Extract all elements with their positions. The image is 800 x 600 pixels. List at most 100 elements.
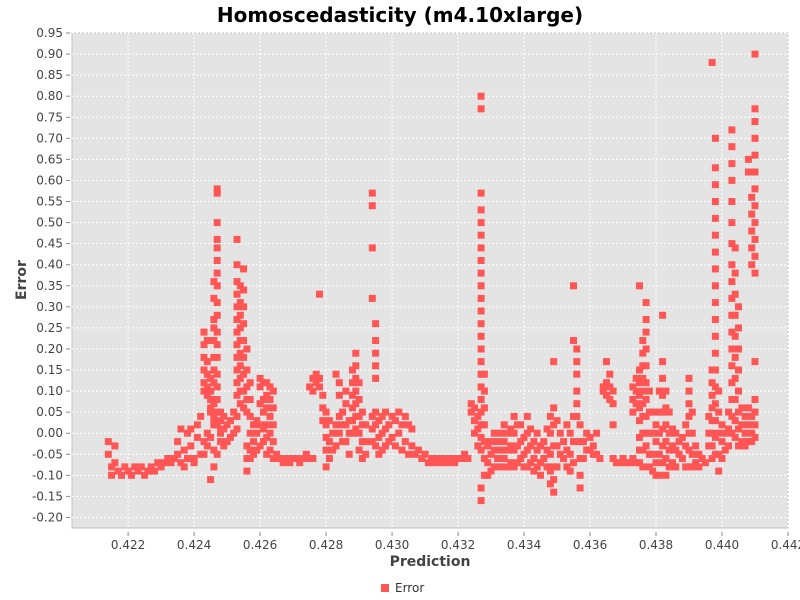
data-point	[137, 463, 145, 471]
data-point	[480, 455, 488, 462]
y-tick-label: 0.45	[36, 237, 63, 251]
data-point	[546, 450, 554, 458]
y-tick-label: 0.40	[36, 258, 63, 272]
chart-title: Homoscedasticity (m4.10xlarge)	[217, 3, 583, 27]
data-point	[639, 400, 647, 408]
data-point	[306, 383, 314, 391]
data-point	[642, 379, 650, 387]
data-point	[711, 134, 719, 142]
data-point	[731, 311, 739, 319]
data-point	[711, 349, 719, 357]
data-point	[711, 383, 719, 391]
data-point	[180, 446, 188, 454]
data-point	[711, 181, 719, 189]
data-point	[728, 362, 736, 370]
data-point	[586, 433, 594, 441]
data-point	[659, 425, 667, 433]
data-point	[523, 429, 531, 437]
data-point	[678, 455, 686, 462]
data-point	[319, 404, 327, 412]
data-point	[375, 433, 383, 441]
data-point	[553, 442, 561, 450]
data-point	[731, 290, 739, 298]
data-point	[372, 374, 380, 382]
data-point	[751, 202, 759, 210]
data-point	[256, 400, 264, 408]
data-point	[240, 404, 248, 412]
data-point	[675, 438, 683, 446]
scatter-points	[104, 50, 759, 505]
data-point	[616, 459, 624, 467]
data-point	[725, 425, 733, 433]
data-point	[477, 332, 485, 340]
data-point	[507, 442, 515, 450]
data-point	[672, 429, 680, 437]
data-point	[388, 412, 396, 420]
data-point	[494, 455, 502, 462]
data-point	[523, 412, 531, 420]
data-point	[368, 412, 376, 420]
data-point	[319, 391, 327, 399]
data-point	[477, 219, 485, 227]
data-point	[480, 370, 488, 378]
data-point	[655, 450, 663, 458]
data-point	[210, 417, 218, 425]
data-point	[504, 463, 511, 471]
data-point	[322, 421, 330, 429]
data-point	[655, 387, 663, 395]
data-point	[213, 244, 221, 252]
data-point	[233, 425, 241, 433]
data-point	[497, 446, 505, 454]
data-point	[431, 459, 439, 467]
y-axis: -0.20 -0.15 -0.10 -0.05 0.00 0.05 0.10 0.15 0.20…	[32, 26, 70, 524]
data-point	[728, 412, 736, 420]
data-point	[134, 467, 142, 475]
data-point	[751, 219, 759, 227]
data-point	[368, 189, 376, 197]
data-point	[639, 387, 647, 395]
data-point	[382, 425, 389, 433]
data-point	[213, 269, 221, 277]
data-point	[368, 294, 376, 302]
data-point	[233, 235, 241, 243]
data-point	[405, 450, 413, 458]
data-point	[368, 438, 376, 446]
data-point	[190, 455, 198, 462]
data-point	[527, 425, 535, 433]
data-point	[236, 324, 244, 332]
data-point	[352, 387, 360, 395]
data-point	[342, 438, 350, 446]
data-point	[207, 387, 215, 395]
data-point	[711, 231, 719, 239]
data-point	[477, 206, 485, 214]
data-point	[566, 450, 574, 458]
data-point	[728, 219, 736, 227]
data-point	[477, 433, 485, 441]
data-point	[556, 429, 564, 437]
data-point	[246, 455, 254, 462]
data-point	[319, 417, 327, 425]
data-point	[695, 450, 703, 458]
data-point	[609, 421, 617, 429]
data-point	[217, 408, 224, 416]
data-point	[517, 455, 525, 462]
data-point	[731, 433, 739, 441]
data-point	[266, 412, 274, 420]
data-point	[200, 379, 208, 387]
data-point	[184, 429, 191, 437]
y-tick-label: 0.00	[36, 426, 63, 440]
data-point	[748, 210, 756, 218]
data-point	[725, 442, 733, 450]
data-point	[705, 412, 713, 420]
data-point	[243, 467, 251, 475]
data-point	[203, 442, 211, 450]
data-point	[477, 320, 485, 328]
data-point	[358, 455, 366, 462]
data-point	[193, 433, 201, 441]
data-point	[269, 421, 277, 429]
data-point	[718, 455, 726, 462]
data-point	[477, 484, 485, 492]
data-point	[510, 429, 518, 437]
data-point	[715, 408, 723, 416]
data-point	[520, 450, 528, 458]
